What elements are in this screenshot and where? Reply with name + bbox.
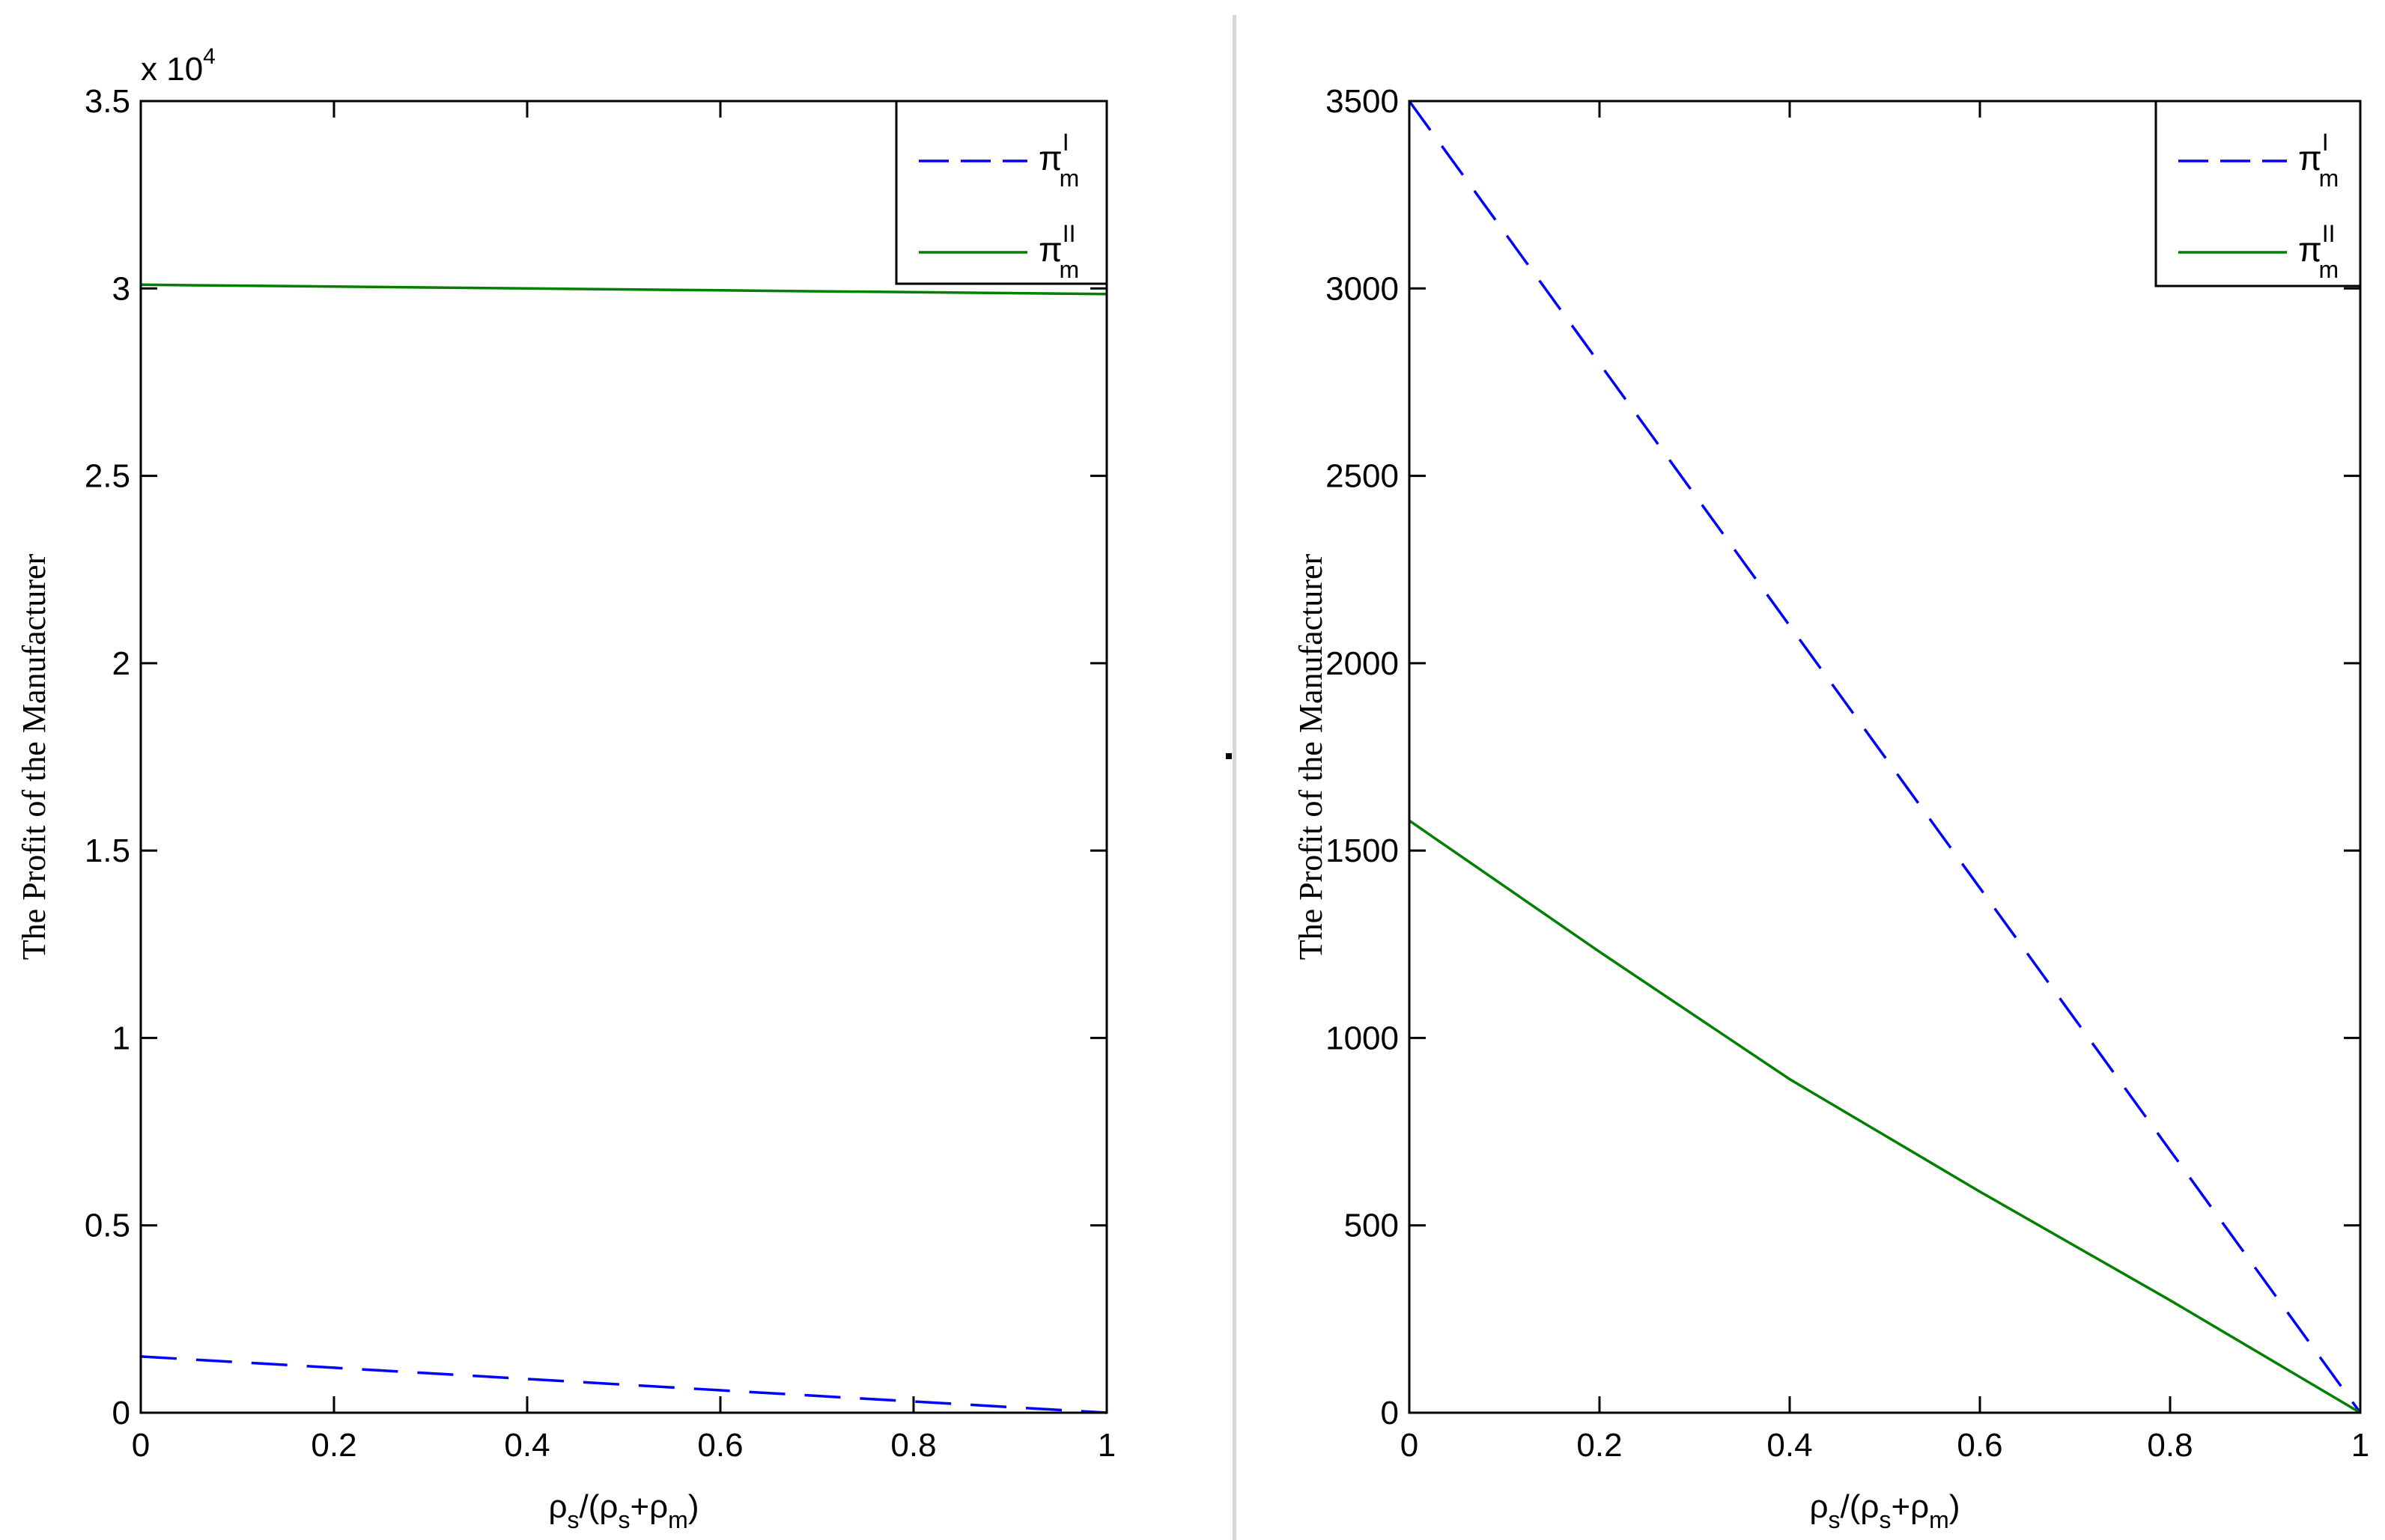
legend-superscript: II [2322, 220, 2336, 247]
y-tick-label: 500 [1344, 1208, 1399, 1244]
legend-symbol: π [1039, 230, 1063, 269]
legend-label-1: πI m [2298, 129, 2339, 192]
x-axis-label-subscript: s [1879, 1506, 1891, 1533]
y-tick-label: 3000 [1325, 270, 1399, 307]
x-tick-label: 0.4 [504, 1427, 550, 1464]
x-tick-label: 0.6 [1957, 1427, 2002, 1464]
panel-divider [1233, 15, 1236, 1540]
y-tick-label: 1.5 [85, 833, 130, 869]
x-tick-label: 0.6 [697, 1427, 743, 1464]
series-line-1 [1408, 100, 2362, 1414]
legend-subscript: m [1060, 165, 1080, 192]
y-tick-label: 2500 [1325, 458, 1399, 495]
x-tick-label: 0 [1400, 1427, 1418, 1464]
y-tick-label: 1000 [1325, 1020, 1399, 1056]
y-tick-label: 0 [112, 1395, 130, 1431]
x-tick-label: 1 [2351, 1427, 2369, 1464]
x-axis-label-part: /(ρ [1841, 1488, 1880, 1525]
x-axis-label-subscript: s [1829, 1506, 1841, 1533]
series-line-2 [1409, 819, 2361, 1414]
legend-subscript: m [2319, 165, 2339, 192]
x-axis-label-subscript: m [668, 1506, 688, 1533]
x-axis-label-part: +ρ [1891, 1488, 1929, 1525]
x-tick-label: 0 [132, 1427, 150, 1464]
legend-box [2154, 100, 2362, 287]
y-tick-label: 2 [112, 645, 130, 682]
marker-dot [1226, 753, 1232, 759]
chart-right: 0 0.2 0.4 0.6 0.8 1 0 500 1000 1500 2000 2500 3000 35… [1292, 83, 2369, 1533]
x-tick-label: 0.2 [1576, 1427, 1622, 1464]
x-axis-label-part: ) [1949, 1488, 1960, 1525]
x-axis-label-part: ρ [1810, 1488, 1829, 1525]
chart-left: 0 0.2 0.4 0.6 0.8 1 0 0.5 1 1.5 2 2.5 3 3.5 x 104 The P… [16, 44, 1116, 1533]
legend-label-2: πII m [2298, 220, 2339, 283]
x-tick-label: 0.8 [890, 1427, 936, 1464]
legend-symbol: π [1039, 139, 1063, 177]
x-tick-label: 0.2 [311, 1427, 356, 1464]
y-tick-label: 0.5 [85, 1208, 130, 1244]
series-line-1 [140, 1355, 1108, 1414]
x-axis-label-part: +ρ [630, 1488, 668, 1525]
plot-frame [139, 100, 1108, 1414]
legend-symbol: π [2298, 139, 2322, 177]
legend-label-2: πII m [1039, 220, 1079, 283]
legend-symbol: π [2298, 230, 2322, 269]
x-axis-label: ρs/(ρs+ρm) [1810, 1488, 1960, 1533]
legend-superscript: I [1063, 129, 1069, 156]
x-axis-label-part: ρ [549, 1488, 568, 1525]
x-tick-label: 0.4 [1766, 1427, 1812, 1464]
x-tick-label: 0.8 [2147, 1427, 2193, 1464]
y-tick-label: 3500 [1325, 83, 1399, 120]
legend-subscript: m [2319, 256, 2339, 283]
x-axis-label-subscript: s [618, 1506, 630, 1533]
axis-exponent: x 104 [141, 44, 216, 88]
y-tick-label: 2.5 [85, 458, 130, 495]
y-tick-label: 3.5 [85, 83, 130, 120]
x-axis-label-subscript: s [568, 1506, 580, 1533]
legend-subscript: m [1060, 256, 1080, 283]
legend-superscript: II [1063, 220, 1076, 247]
y-axis-label: The Profit of the Manufacturer [16, 553, 52, 960]
x-axis-label-part: /(ρ [580, 1488, 619, 1525]
y-tick-label: 1500 [1325, 833, 1399, 869]
x-axis-label-part: ) [688, 1488, 699, 1525]
y-tick-label: 0 [1381, 1395, 1399, 1431]
legend-label-1: πI m [1039, 129, 1079, 192]
axis-exponent-power: 4 [203, 44, 216, 69]
x-axis-label-subscript: m [1929, 1506, 1949, 1533]
x-axis-label: ρs/(ρs+ρm) [549, 1488, 699, 1533]
x-tick-label: 1 [1098, 1427, 1116, 1464]
y-tick-label: 2000 [1325, 645, 1399, 682]
y-axis-label: The Profit of the Manufacturer [1292, 553, 1329, 960]
y-tick-label: 1 [112, 1020, 130, 1056]
y-tick-label: 3 [112, 270, 130, 307]
series-line-2 [140, 283, 1108, 296]
legend-superscript: I [2322, 129, 2329, 156]
plot-frame [1408, 100, 2362, 1414]
